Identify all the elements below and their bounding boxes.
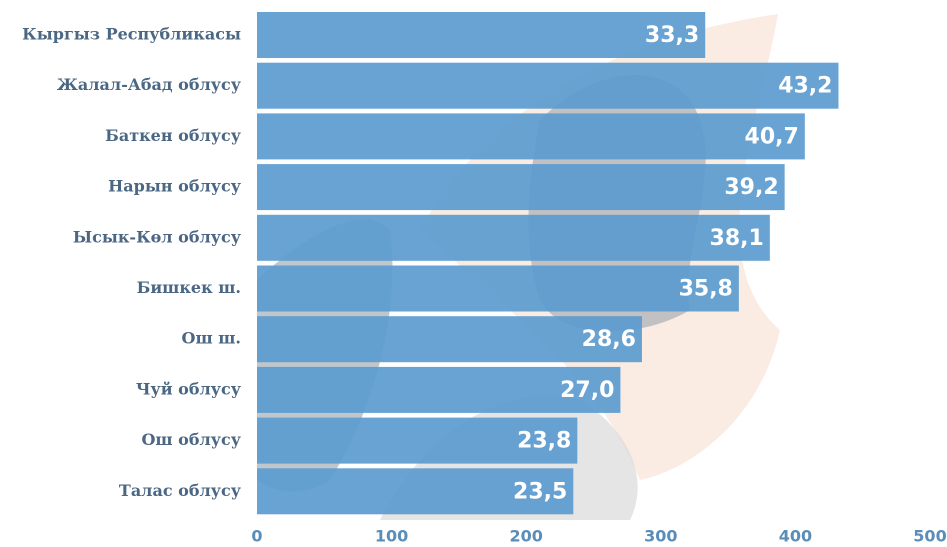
x-tick-label: 200 [509,527,542,546]
value-label: 38,1 [710,226,764,251]
value-label: 33,3 [645,23,699,48]
bar [257,316,642,363]
value-label: 39,2 [724,175,778,200]
x-tick-label: 500 [913,527,946,546]
bar [257,113,805,160]
value-label: 43,2 [778,74,832,99]
x-tick-label: 400 [779,527,812,546]
bar [257,62,839,109]
y-tick-label: Бишкек ш. [137,278,241,297]
y-tick-label: Талас облусу [119,481,242,500]
y-tick-label: Чуй облусу [136,379,242,398]
value-label: 23,5 [513,479,567,504]
bar [257,366,621,413]
y-tick-label: Жалал-Абад облусу [57,75,242,94]
y-tick-label: Ош ш. [182,329,241,348]
value-label: 40,7 [745,124,799,149]
bar [257,214,770,261]
y-tick-label: Ысык-Көл облусу [73,227,242,246]
value-label: 27,0 [560,378,614,403]
value-label: 35,8 [679,277,733,302]
x-tick-label: 100 [375,527,408,546]
bar [257,468,574,515]
x-tick-label: 0 [251,527,262,546]
bar [257,265,739,312]
x-tick-label: 300 [644,527,677,546]
bar [257,417,578,464]
y-tick-label: Кыргыз Республикасы [22,25,241,44]
value-label: 28,6 [582,327,636,352]
bar [257,164,785,211]
value-label: 23,8 [517,429,571,454]
y-tick-label: Ош облусу [141,430,241,449]
y-tick-label: Нарын облусу [108,177,242,196]
bar [257,12,706,58]
y-tick-label: Баткен облусу [105,126,242,145]
